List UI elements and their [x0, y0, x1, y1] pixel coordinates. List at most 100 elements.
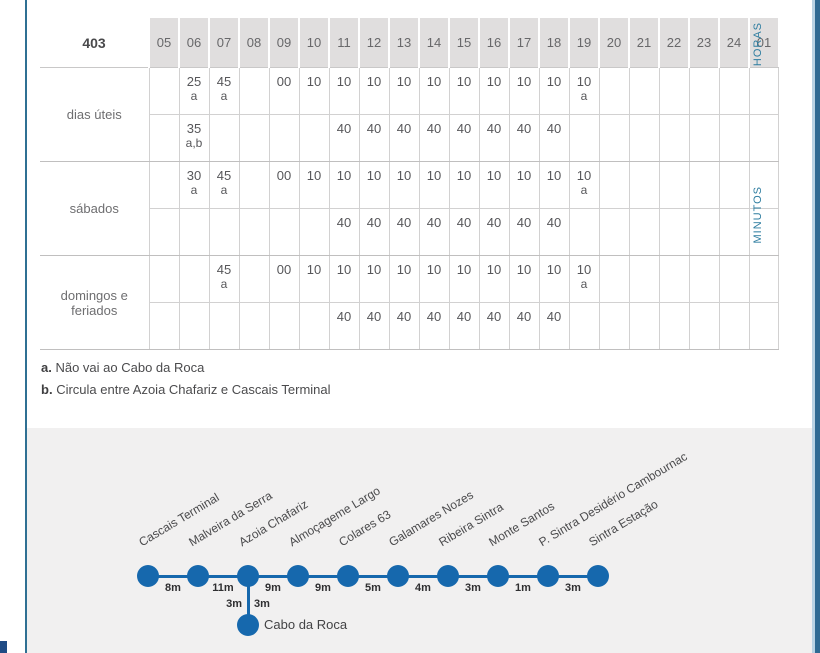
- route-branch-line: [247, 576, 250, 625]
- minute-value: 00: [276, 168, 292, 183]
- timetable-cell: 10: [418, 255, 449, 303]
- timetable-cell: 40: [418, 302, 449, 350]
- timetable-cell: 40: [448, 114, 479, 162]
- minute-value: 45: [216, 168, 232, 183]
- timetable-cell: [718, 161, 749, 209]
- minute-value: 10: [336, 74, 352, 89]
- minute-value: 45: [216, 74, 232, 89]
- right-border-rule-light: [812, 0, 815, 653]
- minute-value: 40: [516, 309, 532, 324]
- day-group-label: dias úteis: [40, 67, 150, 162]
- minute-value: 10: [306, 262, 322, 277]
- minute-value: 40: [336, 215, 352, 230]
- timetable-cell: [238, 161, 269, 209]
- timetable-cell: [718, 255, 749, 303]
- timetable-cell: [688, 67, 719, 115]
- timetable-cell: [628, 67, 659, 115]
- timetable-cell: [298, 208, 329, 256]
- timetable-row: dias úteis 25 a 45 a 00 10 10 10 10 10 10 10 10 10 10 a: [40, 67, 779, 162]
- timetable-cell: [718, 302, 749, 350]
- timetable-cell: 40: [328, 208, 359, 256]
- timetable-cell: 10: [358, 161, 389, 209]
- timetable-cell: [718, 67, 749, 115]
- timetable-cell: 40: [478, 208, 509, 256]
- branch-time-right: 3m: [254, 598, 270, 610]
- note-reference: a: [580, 183, 588, 197]
- minute-value: 40: [456, 309, 472, 324]
- route-stop-dot: [187, 565, 209, 587]
- timetable-cell: 10 a: [568, 255, 599, 303]
- timetable-cell: [208, 208, 239, 256]
- timetable-cell: [658, 208, 689, 256]
- timetable-row: domingos e feriados 45 a 00 10 10 10 10 10 10 10 10…: [40, 255, 779, 350]
- minute-value: 10: [306, 168, 322, 183]
- minute-value: 10: [336, 168, 352, 183]
- timetable-cell: [268, 114, 299, 162]
- day-group-label: domingos e feriados: [40, 255, 150, 350]
- timetable-cell: 10: [508, 255, 539, 303]
- minute-value: 10: [396, 74, 412, 89]
- timetable-cell: [178, 208, 209, 256]
- minute-value: 10: [516, 262, 532, 277]
- timetable-cell: 10: [388, 255, 419, 303]
- hour-header: 19: [568, 18, 599, 68]
- timetable-cell: [148, 161, 179, 209]
- timetable-cell: [298, 302, 329, 350]
- minute-value: 10: [456, 74, 472, 89]
- route-stop-dot: [287, 565, 309, 587]
- footer-corner-block: [0, 641, 7, 653]
- timetable-cell: 40: [328, 302, 359, 350]
- hour-header: 11: [328, 18, 359, 68]
- timetable-cell: [748, 302, 779, 350]
- route-stop-label: Galamares Nozes: [386, 487, 476, 550]
- timetable-cell: [628, 255, 659, 303]
- minute-value: 10: [516, 168, 532, 183]
- timetable-cell: 45 a: [208, 255, 239, 303]
- timetable-cell: 00: [268, 161, 299, 209]
- timetable-cell: 10: [478, 255, 509, 303]
- timetable-row: sábados 30 a 45 a 00 10 10 10 10 10 10 10 10 10 10 a: [40, 161, 779, 256]
- timetable-cell: 10: [298, 161, 329, 209]
- timetable-cell: 40: [508, 208, 539, 256]
- timetable-cell: 40: [418, 114, 449, 162]
- route-diagram: Cascais Terminal Malveira da Serra Azoia C…: [27, 428, 812, 653]
- minute-value: 40: [366, 121, 382, 136]
- timetable-cell: 40: [448, 208, 479, 256]
- timetable-cell: 10: [538, 161, 569, 209]
- note-reference: a,b: [185, 136, 203, 150]
- minute-value: 40: [486, 309, 502, 324]
- timetable-cell: 10: [388, 161, 419, 209]
- timetable-cell: [658, 67, 689, 115]
- route-stop-dot: [137, 565, 159, 587]
- hour-header: 12: [358, 18, 389, 68]
- timetable-cell: [688, 302, 719, 350]
- timetable-cell: 40: [388, 114, 419, 162]
- route-number: 403: [40, 18, 149, 68]
- minute-value: 40: [366, 215, 382, 230]
- hour-header: 06: [178, 18, 209, 68]
- minute-value: 40: [456, 215, 472, 230]
- timetable-cell: [148, 255, 179, 303]
- minute-value: 10: [486, 74, 502, 89]
- hour-header: 22: [658, 18, 689, 68]
- timetable-cell: 10: [328, 255, 359, 303]
- timetable-cell: [628, 114, 659, 162]
- minute-value: 10: [576, 74, 592, 89]
- note-reference: a: [580, 89, 588, 103]
- timetable-cell: 10: [328, 67, 359, 115]
- timetable-cell: [628, 161, 659, 209]
- minute-value: 40: [336, 121, 352, 136]
- timetable-cell: 40: [508, 114, 539, 162]
- timetable-cell: 40: [478, 302, 509, 350]
- footnote-a-text: Não vai ao Cabo da Roca: [55, 360, 205, 375]
- timetable-cell: 10: [358, 67, 389, 115]
- minute-value: 10: [576, 262, 592, 277]
- hour-header: 16: [478, 18, 509, 68]
- minute-value: 30: [186, 168, 202, 183]
- minute-value: 40: [396, 309, 412, 324]
- timetable-cell: 10: [298, 67, 329, 115]
- timetable-cell: [568, 302, 599, 350]
- timetable-cell: [238, 114, 269, 162]
- timetable-cell: [658, 255, 689, 303]
- hour-header: 18: [538, 18, 569, 68]
